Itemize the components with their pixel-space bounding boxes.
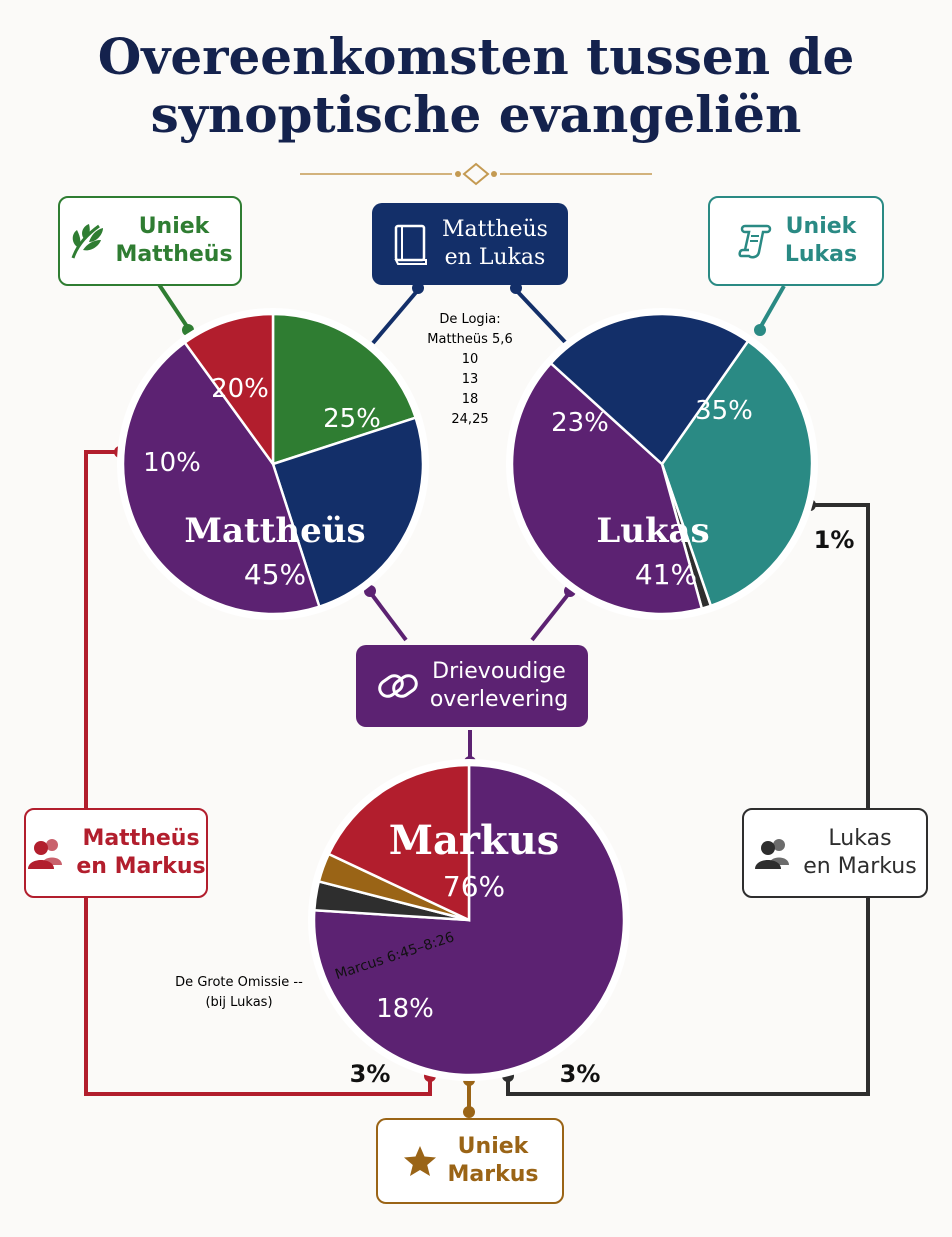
slice-value-label-outer-left: 3% (350, 1060, 391, 1088)
pie-slice-drievoudige-overlevering (510, 361, 704, 616)
slice-value-label-lukas-markus: 1% (814, 526, 855, 554)
tag-label-line-2: en Markus (76, 854, 206, 879)
people-icon (753, 835, 793, 871)
pie-slice-matthe-s-en-lukas (271, 416, 425, 609)
scroll-icon (735, 220, 775, 262)
pie-main-value: 45% (244, 558, 306, 591)
connector-uniek-lukas (758, 285, 786, 329)
tag-label-line-1: Uniek (785, 214, 857, 239)
slice-value-label: 25% (323, 404, 381, 434)
tag-drievoudige-overlevering: Drievoudige overlevering (356, 645, 588, 727)
pie-title: Mattheüs (184, 511, 365, 551)
tag-label-line-2: en Markus (803, 854, 917, 879)
connector-dot (510, 282, 522, 294)
connector-dot (412, 282, 424, 294)
connector-lukas-markus (506, 503, 870, 1096)
slice-value-label: 10% (143, 448, 201, 478)
tag-label-line-2: Markus (447, 1162, 539, 1187)
pie-slice-drievoudige-overlevering (312, 763, 626, 1077)
tag-label-line-1: Uniek (457, 1134, 529, 1159)
page-title: Overeenkomsten tussen de synoptische eva… (0, 28, 952, 144)
tag-label-line-2: Lukas (784, 242, 858, 267)
logia-line: De Logia: (439, 312, 501, 327)
book-icon (392, 223, 432, 265)
connector-dot (754, 324, 766, 336)
tag-label-line-1: Lukas (828, 826, 892, 851)
title-divider (300, 162, 652, 186)
leaf-icon (67, 220, 105, 262)
slice-value-label: 18% (376, 994, 434, 1024)
slice-value-label: 20% (211, 374, 269, 404)
logia-line: 24,25 (451, 412, 489, 427)
omissie-line: (bij Lukas) (205, 995, 273, 1010)
omissie-line: De Grote Omissie -- (175, 975, 303, 990)
pie-main-value: 41% (635, 558, 697, 591)
pie-slice-uniek-lukas (660, 339, 814, 608)
pie-slice-matthe-s-en-markus (327, 763, 471, 922)
title-line-1: Overeenkomsten tussen de (97, 27, 855, 86)
slice-value-label: 35% (695, 396, 753, 426)
pie-title: Lukas (596, 511, 709, 551)
slice-value-label: 23% (551, 408, 609, 438)
tag-lukas-markus: Lukas en Markus (742, 808, 928, 898)
logia-line: 18 (461, 392, 479, 407)
people-icon (26, 835, 66, 871)
connector-drie-right (530, 590, 572, 642)
tag-label-line-2: en Lukas (444, 245, 546, 270)
connector-ml-left (371, 288, 420, 345)
tag-label-line-1: Mattheüs (442, 217, 548, 242)
tag-uniek-lukas: Uniek Lukas (708, 196, 884, 286)
pie-main-value: 76% (443, 870, 505, 903)
pie-slice-matthe-s-en-lukas (549, 312, 750, 466)
title-line-2: synoptische evangeliën (150, 85, 802, 144)
tag-label-line-2: Mattheüs (115, 242, 233, 267)
grote-omissie-note: De Grote Omissie -- (bij Lukas) (150, 973, 328, 1013)
logia-line: 13 (461, 372, 479, 387)
logia-line: 10 (461, 352, 479, 367)
logia-line: Mattheüs 5,6 (427, 332, 513, 347)
connector-uniek-mattheus (156, 281, 190, 330)
tag-mattheus-markus: Mattheüs en Markus (24, 808, 208, 898)
pie-slice-matthe-s-en-markus (183, 312, 275, 468)
connector-lines (84, 281, 870, 1118)
logia-note: De Logia: Mattheüs 5,6 10 13 18 24,25 (410, 310, 530, 430)
tag-label-line-1: Drievoudige (432, 659, 566, 684)
pie-slice-drievoudige-overlevering (121, 340, 321, 616)
slice-value-label-outer-right: 3% (560, 1060, 601, 1088)
star-icon (402, 1144, 438, 1178)
linked-rings-icon (376, 666, 420, 706)
connector-ml-right (514, 288, 568, 345)
pie-charts: 20% 25% 10% Mattheüs 45% 35% 23% Lukas 41% 18% Mar… (117, 308, 854, 1088)
tag-label-line-2: overlevering (429, 687, 569, 712)
pie-title: Markus (389, 817, 560, 864)
tag-uniek-markus: Uniek Markus (376, 1118, 564, 1204)
pie-slice-uniek-matthe-s (271, 312, 418, 466)
tag-label-line-1: Uniek (138, 214, 210, 239)
tag-label-line-1: Mattheüs (82, 826, 200, 851)
connector-drie-left (368, 590, 408, 642)
tag-uniek-mattheus: Uniek Mattheüs (58, 196, 242, 286)
connector-dot (463, 1106, 475, 1118)
tag-mattheus-lukas: Mattheüs en Lukas (372, 203, 568, 285)
connector-mattheus-markus (84, 450, 432, 1096)
